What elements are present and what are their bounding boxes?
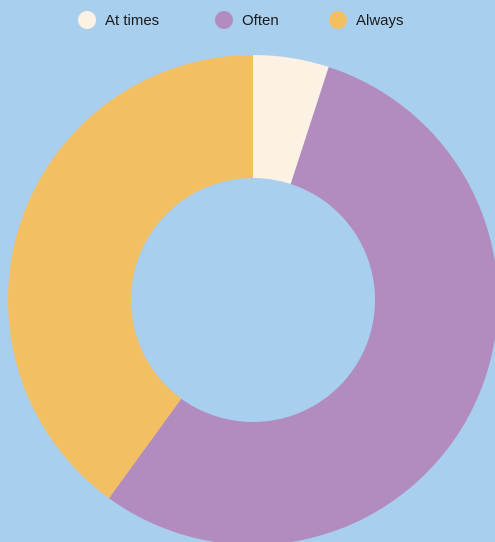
donut-slice [8, 55, 253, 499]
donut-slice [108, 66, 495, 542]
donut-slice [253, 55, 329, 184]
legend-swatch [215, 11, 233, 29]
legend-swatch [78, 11, 96, 29]
legend-label: Always [356, 12, 404, 29]
legend-label: Often [242, 12, 279, 29]
legend-label: At times [105, 12, 159, 29]
legend-swatch [329, 11, 347, 29]
